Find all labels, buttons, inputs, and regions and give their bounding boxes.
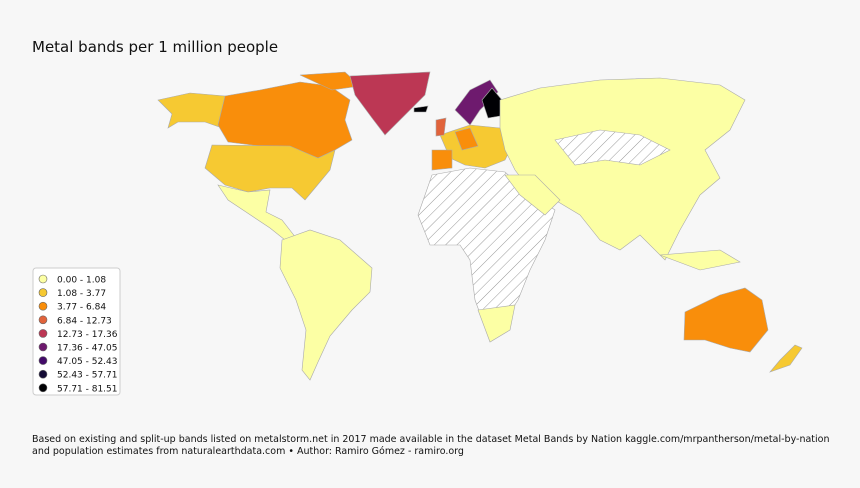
country — [217, 81, 353, 159]
legend-label: 57.71 - 81.51 — [57, 384, 118, 394]
footer-line: Based on existing and split-up bands lis… — [32, 434, 830, 445]
legend-swatch — [38, 369, 48, 379]
legend-swatch — [38, 301, 48, 311]
country — [279, 229, 373, 381]
country — [769, 344, 803, 373]
legend-items: 0.00 - 1.08 1.08 - 3.77 3.77 - 6.84 6.84 - … — [38, 274, 118, 394]
legend-swatch — [38, 315, 48, 325]
legend-label: 47.05 - 52.43 — [57, 357, 118, 367]
legend-swatch — [38, 288, 48, 297]
legend-swatch — [38, 342, 48, 352]
country — [454, 127, 479, 151]
country — [504, 174, 561, 216]
legend-swatch — [38, 274, 48, 284]
legend-label: 3.77 - 6.84 — [57, 303, 106, 313]
country — [683, 287, 769, 353]
country — [413, 105, 429, 113]
footer-line: and population estimates from naturalear… — [32, 446, 464, 457]
legend-swatch — [38, 356, 48, 365]
country — [204, 144, 336, 201]
world-map — [157, 71, 803, 381]
no-data — [554, 129, 671, 166]
legend-label: 17.36 - 47.05 — [57, 344, 118, 354]
legend-label: 6.84 - 12.73 — [57, 316, 112, 326]
country — [431, 149, 453, 171]
country — [349, 71, 431, 136]
country — [477, 304, 516, 343]
legend-swatch — [38, 383, 48, 393]
legend-box — [32, 267, 121, 396]
country — [157, 92, 229, 131]
legend-swatch — [38, 329, 48, 338]
legend-label: 0.00 - 1.08 — [57, 276, 106, 286]
legend-label: 52.43 - 57.71 — [57, 371, 118, 381]
legend-label: 1.08 - 3.77 — [57, 289, 106, 299]
map-title: Metal bands per 1 million people — [32, 38, 278, 56]
legend-label: 12.73 - 17.36 — [57, 330, 118, 340]
country — [435, 117, 447, 137]
legend: 0.00 - 1.08 1.08 - 3.77 3.77 - 6.84 6.84 - … — [32, 267, 121, 396]
country — [659, 249, 741, 271]
